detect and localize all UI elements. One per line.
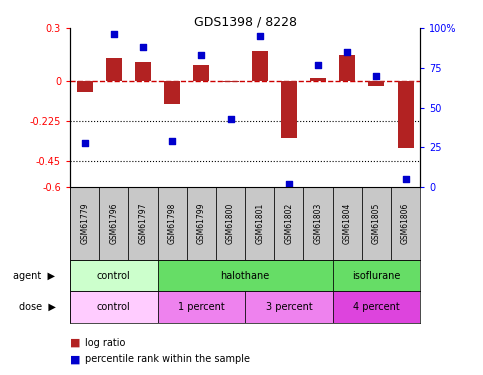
Text: GSM61805: GSM61805 — [372, 203, 381, 244]
Title: GDS1398 / 8228: GDS1398 / 8228 — [194, 15, 297, 28]
Text: log ratio: log ratio — [85, 338, 125, 348]
Bar — [398, 81, 413, 148]
Text: GSM61800: GSM61800 — [226, 203, 235, 244]
Bar — [369, 81, 384, 86]
Point — [227, 116, 234, 122]
Bar — [70, 260, 157, 291]
Bar — [193, 65, 209, 81]
Bar — [245, 291, 333, 322]
Bar — [70, 187, 99, 260]
Bar — [339, 55, 355, 81]
Bar — [216, 187, 245, 260]
Bar — [281, 81, 297, 138]
Point — [256, 33, 264, 39]
Text: control: control — [97, 271, 131, 281]
Text: GSM61804: GSM61804 — [343, 203, 352, 244]
Bar — [252, 51, 268, 81]
Point — [139, 44, 147, 50]
Bar — [187, 187, 216, 260]
Text: 4 percent: 4 percent — [353, 302, 400, 312]
Bar — [128, 187, 157, 260]
Bar — [223, 81, 239, 82]
Point — [314, 62, 322, 68]
Text: GSM61797: GSM61797 — [139, 203, 147, 244]
Text: 3 percent: 3 percent — [266, 302, 313, 312]
Point — [110, 32, 118, 38]
Text: GSM61798: GSM61798 — [168, 203, 177, 244]
Point — [285, 181, 293, 187]
Bar — [157, 291, 245, 322]
Bar — [99, 187, 128, 260]
Text: GSM61801: GSM61801 — [255, 203, 264, 244]
Bar — [310, 78, 326, 81]
Point — [372, 73, 380, 79]
Bar — [333, 187, 362, 260]
Point — [81, 140, 88, 146]
Text: GSM61779: GSM61779 — [80, 203, 89, 244]
Point — [343, 49, 351, 55]
Text: GSM61803: GSM61803 — [313, 203, 323, 244]
Point — [168, 138, 176, 144]
Bar — [333, 291, 420, 322]
Text: 1 percent: 1 percent — [178, 302, 225, 312]
Bar — [77, 81, 93, 92]
Text: percentile rank within the sample: percentile rank within the sample — [85, 354, 250, 364]
Point — [402, 176, 410, 182]
Text: GSM61806: GSM61806 — [401, 203, 410, 244]
Bar — [274, 187, 303, 260]
Bar — [362, 187, 391, 260]
Text: control: control — [97, 302, 131, 312]
Text: ■: ■ — [70, 354, 81, 364]
Bar — [70, 291, 157, 322]
Text: ■: ■ — [70, 338, 81, 348]
Bar — [135, 62, 151, 81]
Text: agent  ▶: agent ▶ — [14, 271, 56, 281]
Text: isoflurane: isoflurane — [352, 271, 400, 281]
Bar — [245, 187, 274, 260]
Text: halothane: halothane — [221, 271, 270, 281]
Bar — [157, 187, 187, 260]
Bar — [391, 187, 420, 260]
Bar — [106, 58, 122, 81]
Bar — [333, 260, 420, 291]
Text: GSM61796: GSM61796 — [109, 203, 118, 244]
Bar — [303, 187, 333, 260]
Text: dose  ▶: dose ▶ — [18, 302, 56, 312]
Bar — [164, 81, 180, 104]
Text: GSM61799: GSM61799 — [197, 203, 206, 244]
Text: GSM61802: GSM61802 — [284, 203, 293, 244]
Bar — [157, 260, 333, 291]
Point — [198, 52, 205, 58]
